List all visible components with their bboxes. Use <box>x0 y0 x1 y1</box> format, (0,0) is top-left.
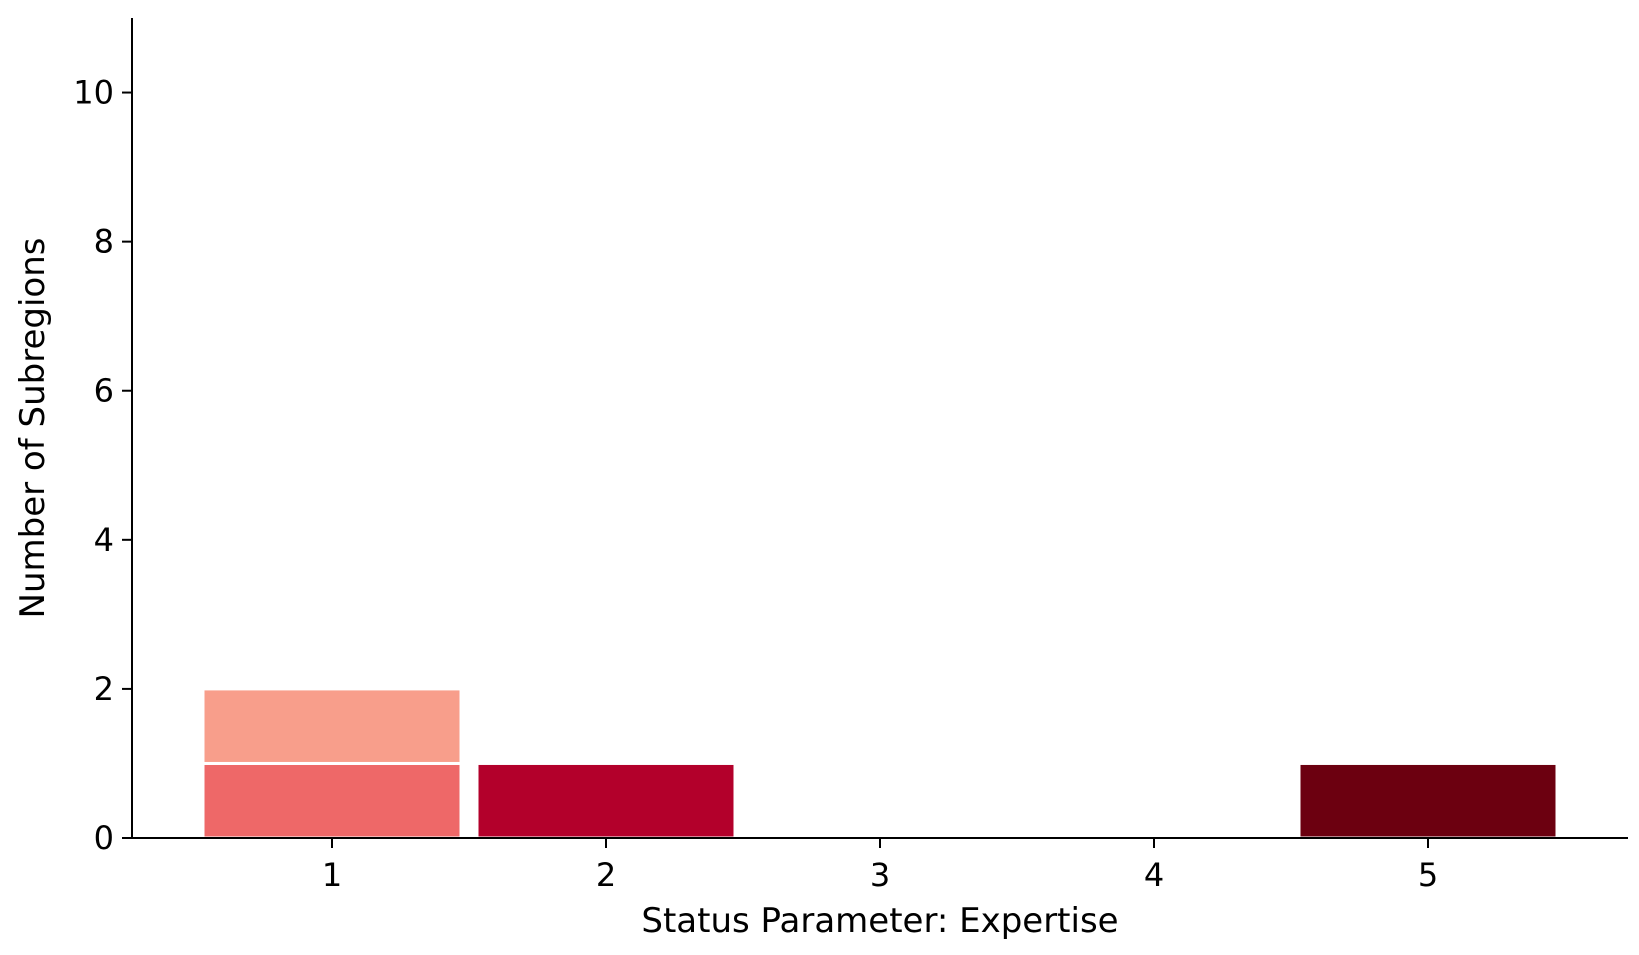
x-tick-label: 3 <box>870 856 890 894</box>
y-tick-label: 6 <box>94 372 114 410</box>
y-tick-label: 0 <box>94 819 114 857</box>
y-tick-label: 2 <box>94 670 114 708</box>
bar-1-segment-2 <box>201 687 463 765</box>
y-tick-label: 8 <box>94 223 114 261</box>
y-tick-label: 4 <box>94 521 114 559</box>
x-tick-label: 5 <box>1418 856 1438 894</box>
x-tick-label: 2 <box>596 856 616 894</box>
x-tick-label: 1 <box>322 856 342 894</box>
y-axis-label: Number of Subregions <box>13 238 53 619</box>
bar-2-segment-1 <box>475 761 737 840</box>
x-axis-label: Status Parameter: Expertise <box>641 901 1118 941</box>
y-tick-label: 10 <box>73 74 114 112</box>
bar-1-segment-1 <box>201 761 463 840</box>
bars <box>201 687 1559 840</box>
ticks: 1 2 3 4 5 0 2 4 6 8 10 <box>73 74 1438 894</box>
x-tick-label: 4 <box>1144 856 1164 894</box>
bar-5-segment-1 <box>1297 761 1559 840</box>
